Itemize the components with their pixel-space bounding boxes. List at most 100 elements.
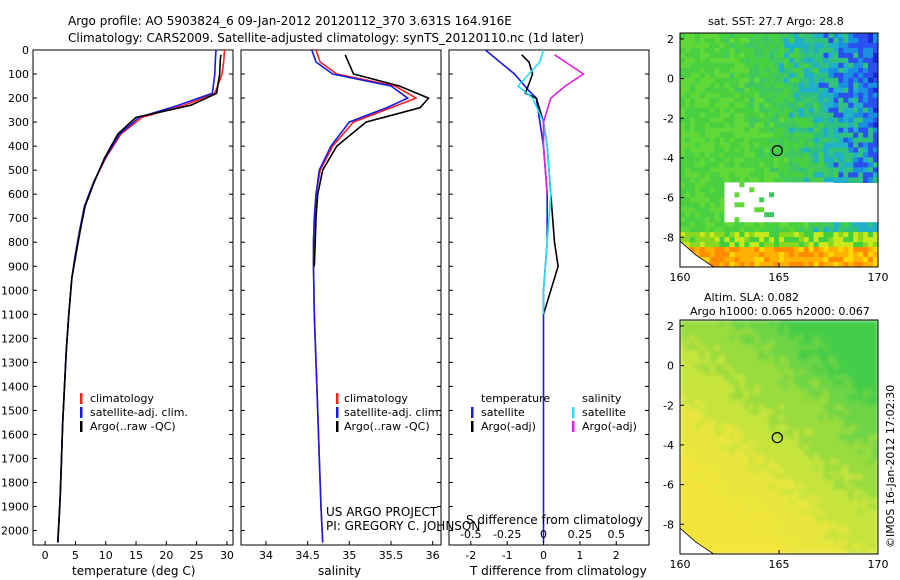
- heatmap-cell: [803, 354, 810, 361]
- heatmap-cell: [833, 384, 839, 391]
- heatmap-cell: [694, 172, 701, 178]
- heatmap-cell: [774, 67, 780, 74]
- heatmap-cell: [858, 147, 864, 154]
- heatmap-cell: [788, 509, 795, 515]
- heatmap-cell: [754, 334, 760, 341]
- heatmap-cell: [813, 364, 820, 371]
- heatmap-cell: [848, 102, 854, 109]
- heatmap-cell: [699, 519, 706, 525]
- heatmap-cell: [685, 227, 691, 233]
- heatmap-cell: [699, 389, 706, 396]
- heatmap-cell: [798, 43, 805, 49]
- heatmap-cell: [724, 444, 730, 451]
- heatmap-cell: [719, 489, 726, 495]
- heatmap-cell: [764, 539, 770, 545]
- heatmap-cell: [848, 449, 854, 455]
- heatmap-cell: [843, 38, 849, 44]
- heatmap-cell: [818, 252, 825, 258]
- heatmap-cell: [774, 484, 780, 490]
- heatmap-cell: [680, 454, 686, 460]
- heatmap-cell: [729, 539, 735, 545]
- heatmap-cell: [759, 534, 765, 540]
- heatmap-cell: [863, 364, 869, 371]
- heatmap-cell: [808, 434, 815, 441]
- heatmap-cell: [685, 509, 691, 515]
- heatmap-cell: [769, 152, 775, 159]
- heatmap-cell: [828, 404, 834, 411]
- heatmap-cell: [863, 242, 869, 248]
- heatmap-cell: [680, 339, 686, 346]
- heatmap-cell: [828, 222, 834, 228]
- heatmap-cell: [739, 197, 745, 203]
- heatmap-cell: [779, 167, 785, 173]
- heatmap-cell: [714, 544, 721, 550]
- heatmap-cell: [685, 444, 691, 451]
- heatmap-cell: [754, 72, 760, 79]
- heatmap-cell: [774, 334, 780, 341]
- heatmap-cell: [808, 177, 815, 183]
- heatmap-cell: [793, 374, 800, 381]
- heatmap-cell: [719, 217, 726, 223]
- heatmap-cell: [853, 484, 859, 490]
- heatmap-cell: [739, 334, 745, 341]
- heatmap-cell: [823, 429, 829, 436]
- heatmap-cell: [694, 419, 701, 426]
- heatmap-cell: [739, 364, 745, 371]
- heatmap-cell: [838, 92, 844, 99]
- heatmap-cell: [808, 389, 815, 396]
- heatmap-cell: [798, 262, 805, 267]
- heatmap-cell: [689, 127, 696, 134]
- heatmap-cell: [709, 167, 716, 173]
- heatmap-cell: [685, 187, 691, 193]
- heatmap-cell: [719, 534, 726, 540]
- heatmap-cell: [813, 539, 820, 545]
- heatmap-cell: [719, 409, 726, 416]
- heatmap-cell: [784, 82, 790, 89]
- heatmap-cell: [769, 469, 775, 475]
- heatmap-cell: [803, 429, 810, 436]
- heatmap-cell: [858, 112, 864, 119]
- heatmap-cell: [759, 459, 765, 465]
- heatmap-cell: [793, 97, 800, 104]
- heatmap-cell: [779, 334, 785, 341]
- heatmap-cell: [729, 182, 735, 188]
- heatmap-cell: [848, 222, 854, 228]
- heatmap-cell: [734, 177, 740, 183]
- heatmap-cell: [788, 489, 795, 495]
- heatmap-cell: [818, 404, 825, 411]
- title-line-2: Climatology: CARS2009. Satellite-adjuste…: [68, 31, 584, 45]
- heatmap-cell: [704, 439, 711, 446]
- heatmap-cell: [823, 414, 829, 421]
- heatmap-cell: [759, 162, 765, 168]
- heatmap-cell: [709, 237, 716, 243]
- heatmap-cell: [793, 364, 800, 371]
- heatmap-cell: [873, 222, 878, 228]
- heatmap-cell: [868, 242, 874, 248]
- heatmap-cell: [739, 132, 745, 139]
- heatmap-cell: [843, 369, 849, 376]
- heatmap-cell: [843, 339, 849, 346]
- heatmap-cell: [823, 354, 829, 361]
- heatmap-cell: [749, 364, 755, 371]
- heatmap-cell: [729, 379, 735, 386]
- heatmap-cell: [749, 320, 755, 326]
- heatmap-cell: [813, 57, 820, 64]
- heatmap-cell: [734, 469, 740, 475]
- heatmap-cell: [769, 389, 775, 396]
- heatmap-cell: [803, 77, 810, 84]
- heatmap-cell: [739, 38, 745, 44]
- heatmap-cell: [764, 519, 770, 525]
- heatmap-cell: [818, 489, 825, 495]
- heatmap-cell: [764, 252, 770, 258]
- heatmap-cell: [833, 33, 839, 39]
- heatmap-cell: [808, 167, 815, 173]
- heatmap-cell: [868, 499, 874, 505]
- y-tick-label: 200: [8, 92, 29, 105]
- heatmap-cell: [784, 469, 790, 475]
- heatmap-cell: [838, 57, 844, 64]
- heatmap-cell: [823, 87, 829, 94]
- heatmap-cell: [719, 334, 726, 341]
- heatmap-cell: [729, 424, 735, 431]
- heatmap-cell: [724, 147, 730, 154]
- heatmap-cell: [813, 409, 820, 416]
